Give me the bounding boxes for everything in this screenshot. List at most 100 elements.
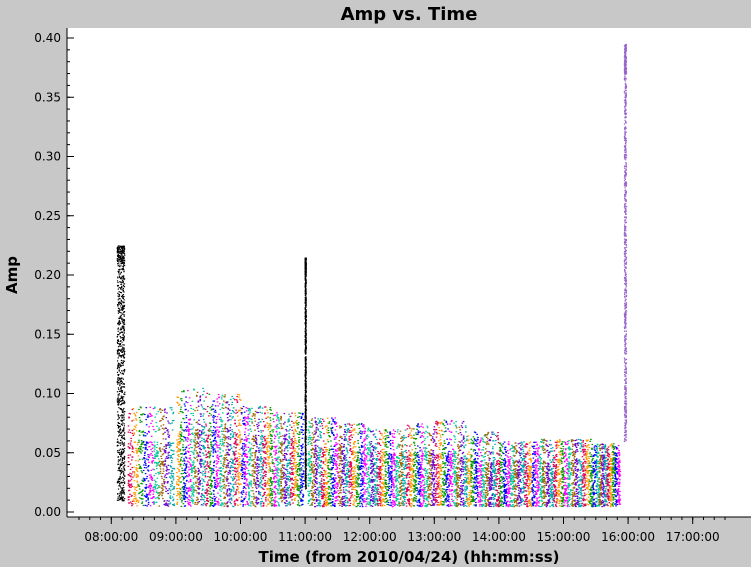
data-point	[116, 352, 118, 354]
data-point	[194, 439, 197, 441]
data-point	[214, 451, 217, 453]
data-point	[625, 303, 627, 305]
data-point	[625, 45, 627, 47]
data-point	[137, 475, 139, 477]
data-point	[198, 487, 201, 489]
data-point	[304, 285, 306, 288]
data-point	[178, 468, 180, 471]
data-point	[190, 486, 193, 488]
data-point	[187, 428, 190, 430]
data-point	[208, 430, 210, 432]
data-point	[121, 253, 123, 256]
data-point	[623, 146, 626, 148]
data-point	[625, 412, 627, 414]
data-point	[196, 429, 198, 431]
data-point	[118, 494, 120, 497]
data-point	[201, 463, 203, 465]
data-point	[211, 480, 213, 483]
data-point	[118, 295, 121, 297]
data-point	[134, 502, 137, 505]
data-point	[131, 445, 134, 447]
data-point	[625, 387, 627, 389]
data-point	[625, 55, 627, 57]
data-point	[119, 301, 121, 303]
data-point	[246, 502, 249, 504]
data-point	[624, 341, 626, 343]
data-point	[210, 444, 213, 446]
data-point	[135, 467, 138, 469]
data-point	[191, 493, 193, 495]
data-point	[623, 185, 626, 187]
data-point	[223, 456, 225, 459]
data-point	[123, 419, 125, 421]
data-point	[239, 453, 242, 456]
data-point	[217, 431, 220, 433]
data-point	[210, 405, 213, 408]
data-point	[138, 467, 141, 469]
data-point	[118, 269, 120, 271]
data-point	[305, 296, 307, 298]
data-point	[624, 392, 626, 394]
data-point	[305, 304, 307, 306]
data-point	[623, 379, 626, 381]
data-point	[192, 467, 194, 469]
data-point	[182, 498, 185, 500]
data-point	[119, 476, 121, 478]
data-point	[624, 345, 626, 348]
data-point	[116, 380, 118, 382]
data-point	[121, 313, 123, 315]
data-point	[216, 462, 219, 464]
data-point	[204, 460, 206, 462]
data-point	[162, 416, 165, 418]
data-point	[221, 407, 223, 409]
data-point	[221, 488, 224, 490]
data-point	[139, 466, 141, 468]
data-point	[305, 404, 307, 407]
data-point	[185, 451, 187, 453]
data-point	[212, 449, 215, 451]
data-point	[305, 347, 307, 349]
data-point	[202, 432, 205, 434]
data-point	[304, 261, 307, 263]
data-point	[625, 258, 627, 260]
data-point	[127, 498, 130, 501]
data-point	[117, 346, 120, 348]
data-point	[233, 488, 235, 490]
data-point	[624, 252, 626, 254]
data-point	[625, 396, 627, 398]
data-point	[305, 487, 307, 489]
data-point	[305, 470, 307, 472]
data-point	[188, 504, 191, 506]
data-point	[226, 491, 228, 493]
data-point	[117, 362, 120, 364]
data-point	[233, 494, 236, 496]
data-point	[140, 444, 143, 446]
data-point	[624, 190, 626, 192]
data-point	[120, 277, 122, 279]
data-point	[123, 471, 125, 473]
data-point	[305, 387, 307, 389]
data-point	[226, 428, 228, 430]
data-point	[226, 479, 229, 481]
data-point	[625, 195, 627, 197]
data-point	[242, 491, 245, 493]
data-point	[122, 484, 124, 486]
data-point	[118, 400, 120, 402]
data-point	[229, 501, 231, 503]
data-point	[146, 449, 149, 451]
data-point	[215, 460, 218, 462]
data-point	[206, 462, 209, 464]
data-point	[625, 100, 627, 103]
data-point	[201, 440, 203, 442]
data-point	[122, 296, 124, 298]
data-point	[305, 373, 307, 375]
data-point	[121, 308, 124, 310]
data-point	[128, 412, 131, 415]
data-point	[120, 497, 123, 500]
data-point	[182, 449, 185, 451]
data-point	[201, 433, 203, 435]
data-point	[177, 454, 180, 456]
data-point	[624, 385, 626, 387]
data-point	[215, 421, 218, 423]
data-point	[182, 436, 185, 438]
